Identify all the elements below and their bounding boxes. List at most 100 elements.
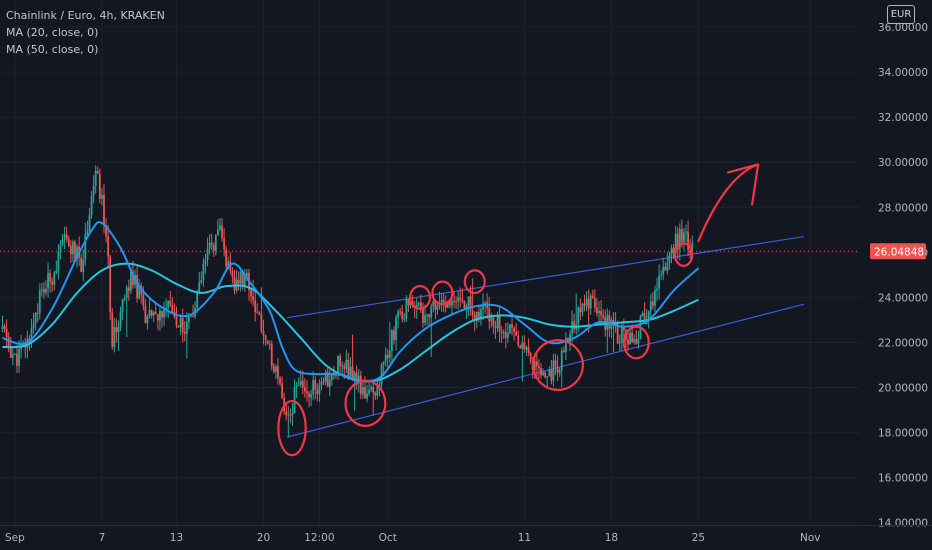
candle-body [316, 389, 319, 395]
candle-body [306, 391, 308, 394]
last-price-value: 26.04848 [874, 246, 924, 258]
annotation-circle [409, 285, 432, 310]
x-tick-label: 7 [99, 532, 106, 544]
candle-body [380, 364, 383, 385]
candle-body [680, 228, 683, 242]
candle-body [9, 345, 12, 358]
price-axis[interactable]: 14.00000 16.00000 18.00000 20.00000 22.00000… [878, 22, 928, 530]
candle-body [540, 367, 542, 376]
candle-body [154, 312, 157, 315]
annotation-circle [277, 399, 307, 457]
candle-body [303, 387, 306, 392]
y-tick-label: 20.00000 [878, 383, 928, 395]
candle-body [482, 303, 484, 310]
candle-body [382, 361, 385, 365]
candle-body [361, 387, 364, 395]
candle-body [446, 301, 449, 308]
candle-body [678, 228, 681, 250]
candle-body [658, 275, 660, 289]
candle-body [233, 276, 236, 291]
grid-lines [0, 0, 860, 525]
candle-body [289, 414, 292, 416]
candle-body [221, 225, 223, 239]
candle-body [67, 238, 70, 247]
candle-body [204, 259, 207, 264]
hand-drawn-annotations[interactable] [277, 163, 760, 457]
candle-body [517, 335, 520, 345]
candle-body [477, 312, 480, 318]
candle-body [662, 266, 665, 275]
candle-body [463, 300, 466, 308]
candle-body [328, 379, 331, 387]
candle-body [188, 316, 190, 322]
candle-body [243, 276, 246, 285]
candle-body [564, 337, 567, 353]
candle-body [637, 338, 640, 344]
y-tick-label: 18.00000 [878, 428, 928, 440]
candle-body [65, 234, 68, 239]
candle-body [442, 299, 445, 303]
candle-body [98, 173, 101, 199]
x-tick-label: Sep [5, 532, 25, 544]
candle-body [550, 369, 553, 381]
candle-body [407, 299, 410, 306]
candle-body [258, 312, 261, 315]
candle-body [86, 231, 89, 234]
candle-body [480, 309, 482, 318]
candle-body [364, 387, 366, 399]
annotation-circle [622, 325, 650, 360]
candle-body [55, 270, 58, 273]
candle-body [332, 374, 335, 376]
currency-button[interactable]: EUR [887, 5, 915, 24]
candle-body [544, 372, 547, 378]
candle-body [339, 355, 342, 367]
candle-body [527, 347, 530, 354]
candle-body [163, 308, 165, 318]
candle-body [560, 350, 563, 371]
candle-body [72, 241, 74, 255]
candle-body [47, 272, 49, 289]
ma50-legend[interactable]: MA (50, close, 0) [6, 43, 99, 56]
candle-body [422, 309, 424, 323]
candle-body [384, 354, 387, 362]
candle-body [554, 360, 557, 367]
candle-body [96, 171, 99, 174]
candle-body [190, 315, 192, 317]
time-axis[interactable]: Sep 7 13 20 12:00 Oct 11 18 25 Nov [0, 525, 932, 545]
candle-body [63, 234, 66, 240]
candle-body [581, 303, 584, 313]
candle-body [223, 238, 226, 250]
candle-body [272, 366, 275, 372]
candle-body [310, 394, 313, 398]
candle-body [270, 343, 273, 367]
candle-body [260, 314, 263, 331]
candle-body [30, 328, 33, 342]
candle-body [390, 330, 393, 351]
candle-body [61, 239, 64, 245]
candle-body [419, 302, 422, 310]
ma20-legend[interactable]: MA (20, close, 0) [6, 26, 99, 39]
candle-body [198, 282, 201, 294]
candle-body [647, 311, 650, 320]
candle-body [277, 366, 279, 378]
candle-body [324, 372, 327, 382]
candle-body [101, 194, 103, 199]
candle-body [535, 361, 538, 367]
candle-body [656, 288, 658, 291]
candle-body [426, 314, 429, 316]
candle-body [622, 326, 625, 331]
symbol-title[interactable]: Chainlink / Euro, 4h, KRAKEN [6, 9, 165, 22]
candle-body [674, 233, 677, 254]
candle-body [395, 317, 397, 340]
candle-body [34, 313, 37, 324]
candle-body [428, 314, 431, 318]
candle-body [506, 333, 509, 338]
trend-channel[interactable] [286, 235, 805, 438]
candle-body [347, 359, 350, 377]
candle-body [415, 305, 418, 309]
candle-body [596, 307, 598, 314]
candle-body [589, 295, 592, 309]
candle-body [69, 246, 72, 255]
candle-body [405, 299, 408, 319]
